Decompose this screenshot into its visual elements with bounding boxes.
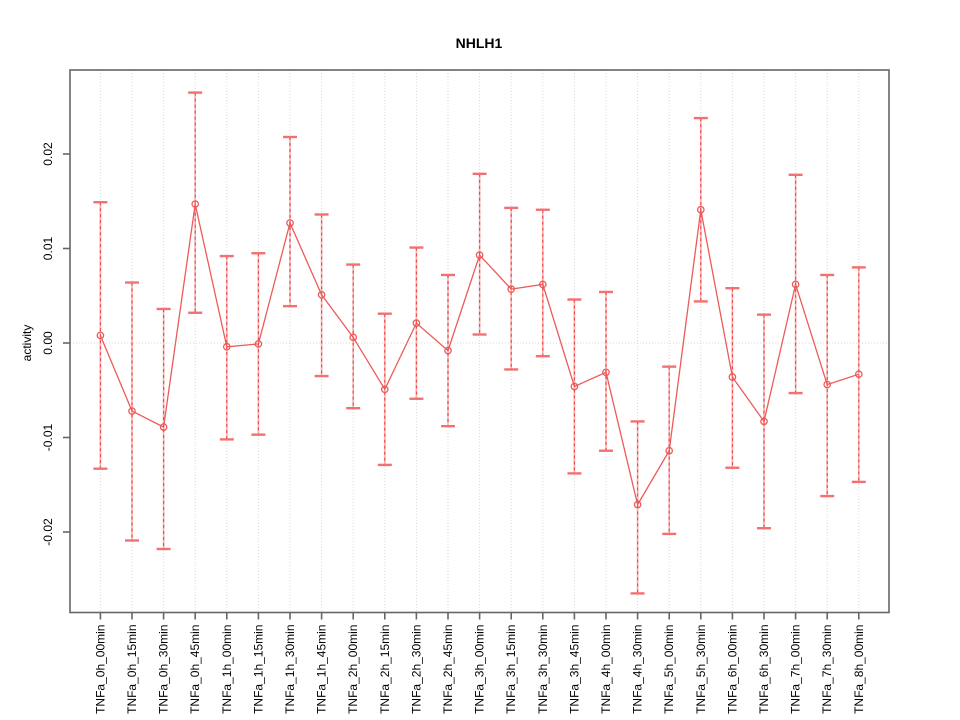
x-tick-label: TNFa_2h_30min [409,625,423,714]
data-point [760,417,768,426]
x-tick-label: TNFa_7h_00min [789,625,803,714]
x-tick-label: TNFa_0h_15min [125,625,139,714]
x-tick-label: TNFa_1h_45min [315,625,329,714]
data-point [317,290,326,299]
x-tick-label: TNFa_3h_15min [504,625,518,714]
data-point [128,407,136,415]
x-tick-label: TNFa_2h_00min [346,625,360,714]
data-point [665,446,674,455]
data-point [791,280,800,289]
data-point [222,342,231,351]
x-tick-label: TNFa_1h_00min [220,625,234,714]
y-tick-label: 0.02 [41,142,55,166]
x-tick-label: TNFa_8h_00min [852,625,866,714]
data-point [191,200,200,208]
x-tick-label: TNFa_6h_00min [725,625,739,714]
data-point [96,331,105,340]
data-point [159,423,168,431]
data-point [602,368,610,377]
data-point [380,385,389,394]
x-tick-label: TNFa_0h_00min [93,625,107,714]
x-tick-label: TNFa_4h_00min [599,625,613,714]
y-tick-label: 0.00 [41,331,55,355]
data-point [823,380,832,389]
data-point [728,373,737,381]
data-point [633,500,642,509]
data-point [412,319,421,328]
x-tick-label: TNFa_0h_30min [157,625,171,714]
chart-title: NHLH1 [455,35,503,51]
data-point [507,285,516,293]
x-tick-label: TNFa_7h_30min [820,625,834,714]
series-line [99,203,860,507]
data-point [286,219,294,227]
y-tick-label: 0.01 [41,236,55,260]
x-tick-label: TNFa_2h_15min [378,625,392,714]
x-tick-label: TNFa_3h_30min [536,625,550,714]
data-point [854,370,863,379]
x-tick-label: TNFa_0h_45min [188,625,202,714]
data-point [570,382,579,391]
y-tick-label: -0.02 [41,518,55,546]
data-point [538,280,547,289]
data-point [349,333,358,342]
x-tick-label: TNFa_1h_30min [283,625,297,714]
x-tick-label: TNFa_6h_30min [757,625,771,714]
x-tick-label: TNFa_3h_00min [473,625,487,714]
data-point [475,251,484,259]
data-point [696,205,705,214]
x-tick-label: TNFa_4h_30min [631,625,645,714]
x-tick-label: TNFa_1h_15min [251,625,265,714]
x-tick-label: TNFa_3h_45min [567,625,581,714]
data-point [254,340,263,348]
x-tick-label: TNFa_5h_00min [662,625,676,714]
x-tick-label: TNFa_2h_45min [441,625,455,714]
x-tick-label: TNFa_5h_30min [694,625,708,714]
data-point [444,346,452,355]
y-tick-label: -0.01 [41,424,55,452]
